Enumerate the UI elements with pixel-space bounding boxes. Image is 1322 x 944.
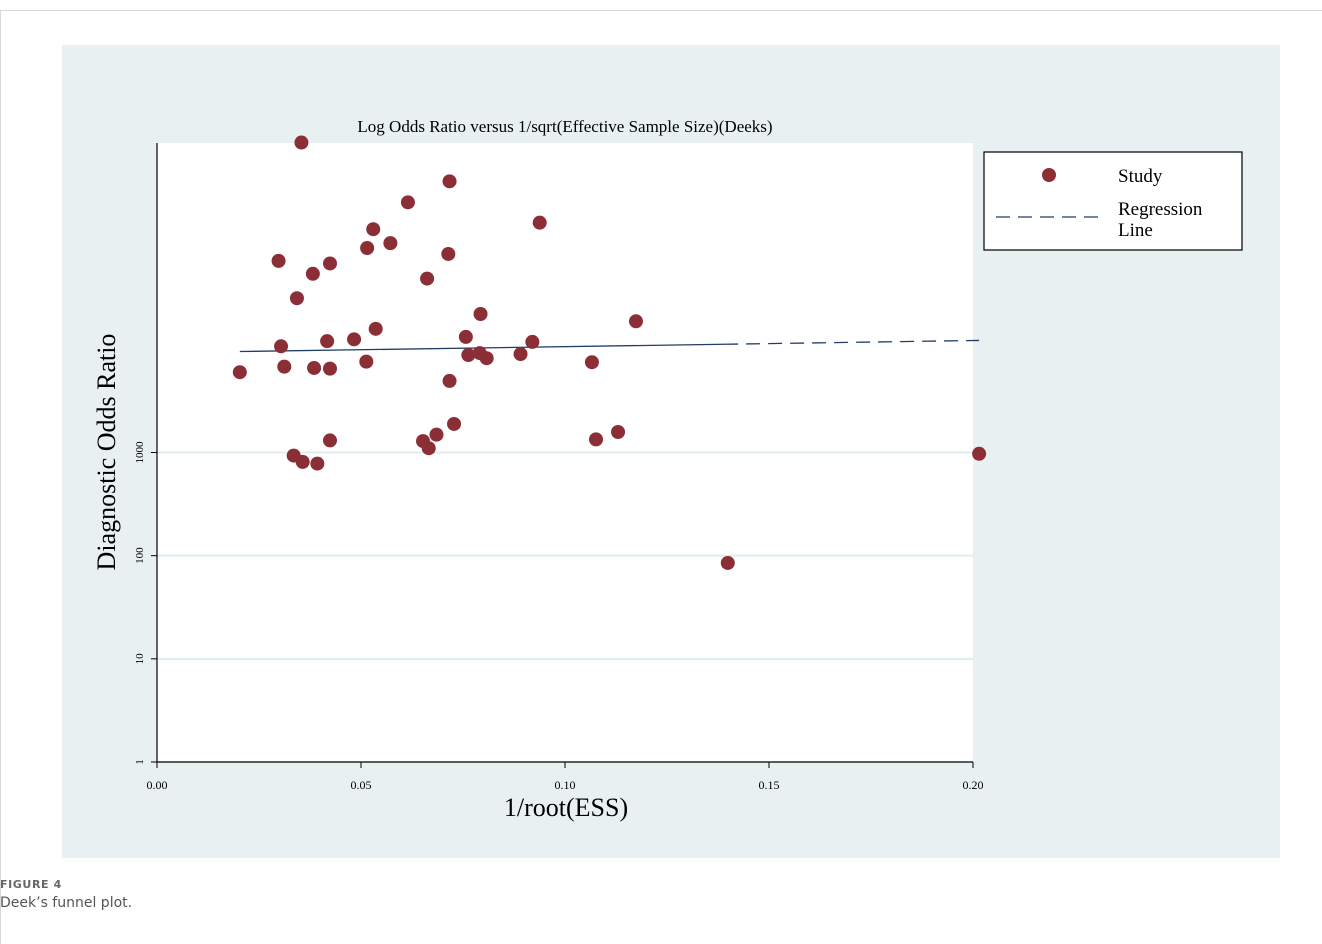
study-point [972,446,987,461]
x-tick-label: 0.00 [147,778,168,792]
study-point [429,427,444,442]
top-border [0,10,1322,11]
study-point [513,347,528,362]
legend-box [983,151,1243,251]
study-point [525,334,540,349]
study-point [366,222,381,237]
legend-study-label: Study [1118,166,1163,187]
study-point [347,332,362,347]
study-point [271,253,286,268]
study-point [322,361,337,376]
legend-regression-label-line: Regression [1118,199,1203,220]
figure-label: FIGURE 4 [0,878,62,891]
study-point [532,215,547,230]
study-point [479,351,494,366]
study-point [473,307,488,322]
x-tick-label: 0.20 [963,778,984,792]
study-point [294,135,309,150]
study-point [305,266,320,281]
y-tick-label: 10 [134,653,146,665]
axis-ticks: 0.00 0.05 0.10 0.15 0.20 1 10 100 1000 [134,441,984,792]
study-point [295,454,310,469]
study-point [589,432,604,447]
legend-regression-label: Regression Line [1118,199,1203,241]
y-tick-label: 1000 [134,441,146,464]
study-point [628,314,643,329]
x-tick-label: 0.15 [759,778,780,792]
study-point [720,555,735,570]
y-tick-label: 1 [134,759,146,765]
legend-study-marker [1042,168,1056,182]
legend-regression-label-line: Line [1118,220,1153,241]
x-tick-label: 0.05 [351,778,372,792]
study-point [461,348,476,363]
study-point [442,174,457,189]
study-point [322,433,337,448]
study-point [277,359,292,374]
study-point [441,246,456,261]
figure-caption-text: Deek’s funnel plot. [0,895,133,911]
study-point [584,355,599,370]
study-point [421,441,436,456]
study-point [360,240,375,255]
left-border [0,10,1,944]
chart-title: Log Odds Ratio versus 1/sqrt(Effective S… [357,117,772,136]
study-point [289,291,304,306]
study-point [232,365,247,380]
figure-caption: FIGURE 4 Deek’s funnel plot. [0,878,132,911]
study-point [274,339,289,354]
study-point [420,271,435,286]
study-point [307,360,322,375]
study-point [611,425,626,440]
study-points [232,135,987,570]
study-point [400,195,415,210]
legend: Study Regression Line [983,151,1243,251]
study-point [368,321,383,336]
y-axis-label: Diagnostic Odds Ratio [92,334,121,571]
study-point [458,329,473,344]
study-point [359,354,374,369]
study-point [442,373,457,388]
study-point [320,334,335,349]
x-axis-label: 1/root(ESS) [504,793,628,822]
study-point [322,256,337,271]
x-tick-label: 0.10 [555,778,576,792]
study-point [447,416,462,431]
y-tick-label: 100 [134,547,146,564]
study-point [310,456,325,471]
study-point [383,236,398,251]
